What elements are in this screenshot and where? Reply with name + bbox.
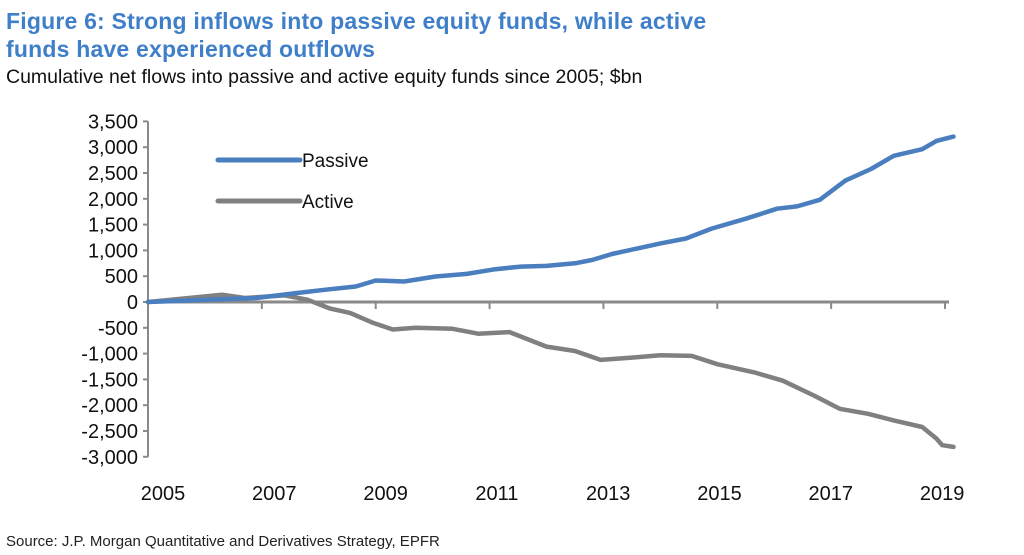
y-tick-label: 0 [127, 292, 138, 314]
chart-title-line-2: funds have experienced outflows [6, 36, 376, 62]
x-tick-label: 2009 [363, 483, 408, 505]
y-tick-label: -1,000 [81, 344, 138, 366]
y-tick-label: 500 [105, 266, 138, 288]
y-tick-label: 1,000 [88, 240, 138, 262]
y-tick-label: -500 [98, 318, 138, 340]
y-tick-label: -3,000 [81, 447, 138, 469]
y-tick-label: 2,500 [88, 163, 138, 185]
y-tick-label: 2,000 [88, 189, 138, 211]
x-tick-label: 2019 [920, 483, 965, 505]
y-tick-label: -1,500 [81, 369, 138, 391]
x-tick-label: 2013 [586, 483, 631, 505]
y-tick-label: 3,000 [88, 137, 138, 159]
axes: 3,500 3,000 2,500 2,000 1,500 1,000 500 0 -500 -1… [81, 111, 964, 505]
series-lines [145, 134, 956, 450]
x-tick-label: 2005 [141, 483, 186, 505]
x-tick-label: 2011 [475, 483, 518, 505]
chart-subtitle: Cumulative net flows into passive and ac… [6, 66, 643, 88]
series-line-active [145, 292, 956, 450]
x-tick-label: 2017 [809, 483, 854, 505]
chart-title-line-1: Figure 6: Strong inflows into passive eq… [6, 8, 707, 34]
series-line-passive [145, 134, 956, 305]
y-tick-label: 1,500 [88, 215, 138, 237]
y-tick-label: 3,500 [88, 111, 138, 133]
legend: Passive Active [215, 151, 369, 213]
x-tick-label: 2015 [697, 483, 742, 505]
y-tick-label: -2,500 [81, 421, 138, 443]
source-note: Source: J.P. Morgan Quantitative and Der… [6, 533, 440, 550]
x-tick-label: 2007 [252, 483, 297, 505]
y-tick-label: -2,000 [81, 395, 138, 417]
legend-label-active: Active [302, 192, 354, 213]
legend-label-passive: Passive [302, 151, 369, 172]
